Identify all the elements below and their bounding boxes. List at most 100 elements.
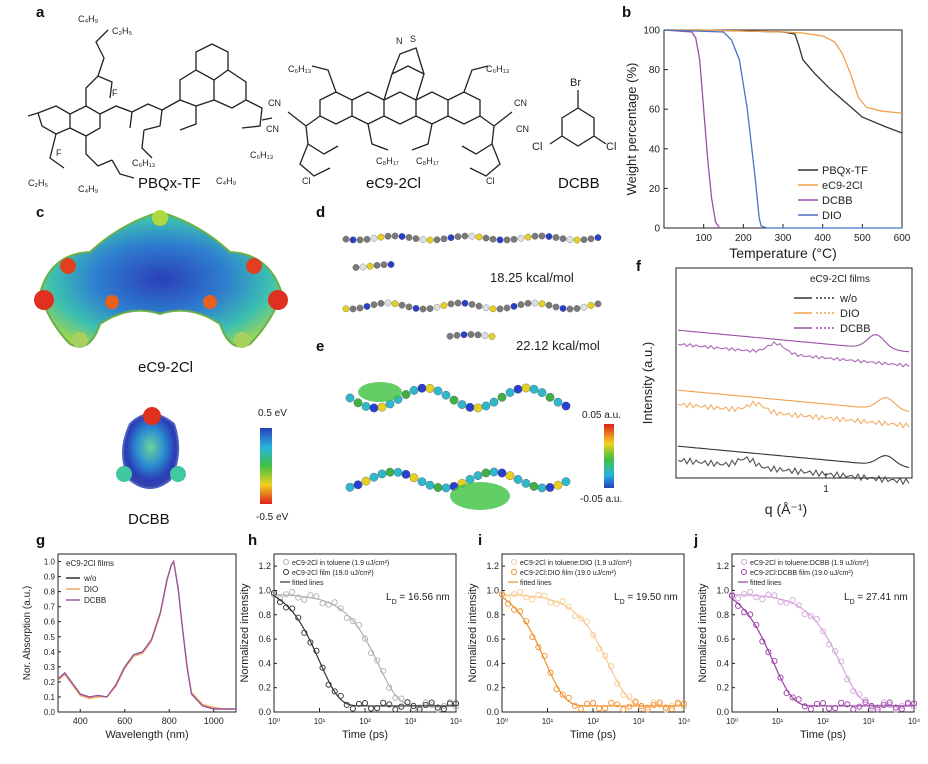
atom bbox=[496, 236, 504, 244]
atom bbox=[460, 331, 468, 339]
y-axis-label: Intensity (a.u.) bbox=[640, 342, 655, 424]
a-cl-2: Cl bbox=[486, 176, 495, 186]
y-tick-label: 1.2 bbox=[716, 561, 729, 571]
a-c8h17-1: C₈H₁₇ bbox=[376, 156, 399, 166]
data-point bbox=[789, 596, 796, 604]
atom bbox=[377, 233, 385, 241]
atom bbox=[465, 403, 475, 412]
atom bbox=[580, 303, 588, 311]
atom bbox=[342, 235, 350, 243]
atom bbox=[385, 467, 395, 477]
atom bbox=[377, 469, 387, 479]
atom bbox=[361, 402, 371, 411]
y-tick-label: 0.0 bbox=[44, 708, 56, 717]
d-energy-1: 18.25 kcal/mol bbox=[490, 270, 574, 285]
data-point bbox=[632, 699, 639, 706]
data-point bbox=[307, 639, 314, 646]
atom bbox=[363, 303, 371, 310]
atom bbox=[426, 305, 434, 312]
a-cl-1: Cl bbox=[302, 176, 311, 186]
x-tick-label: 600 bbox=[894, 233, 911, 244]
series-line-dcbb bbox=[663, 29, 721, 229]
data-point bbox=[361, 700, 369, 707]
data-point bbox=[614, 701, 621, 708]
data-point bbox=[874, 704, 881, 711]
a-c6h13-2: C₆H₁₃ bbox=[250, 150, 274, 160]
x-tick-label: 500 bbox=[854, 233, 871, 244]
atom bbox=[482, 234, 490, 242]
legend-marker bbox=[741, 569, 747, 575]
x-tick-label: 10⁰ bbox=[496, 717, 508, 726]
data-point bbox=[813, 700, 820, 707]
fitted-line bbox=[273, 595, 456, 707]
c-colorbar bbox=[260, 428, 272, 504]
data-point bbox=[404, 699, 411, 706]
data-point bbox=[270, 589, 278, 596]
legend-marker bbox=[283, 559, 289, 565]
data-point bbox=[517, 588, 524, 595]
atom bbox=[391, 300, 399, 308]
panel-c-esp: eC9-2Cl DCBB 0.5 eV -0.5 eV bbox=[34, 210, 289, 528]
y-tick-label: 0.2 bbox=[486, 683, 499, 693]
atom bbox=[425, 480, 435, 490]
data-point bbox=[428, 702, 435, 709]
chart-f-giwaxs: 1 q (Å⁻¹) Intensity (a.u.) eC9-2Cl films w/o… bbox=[640, 267, 913, 517]
fitted-line bbox=[731, 598, 914, 707]
atom bbox=[468, 232, 476, 240]
data-point bbox=[398, 703, 405, 710]
y-tick-label: 1.0 bbox=[258, 585, 271, 595]
data-point bbox=[565, 694, 572, 701]
a-s-1: S bbox=[410, 34, 416, 44]
ld-subscript: D bbox=[850, 599, 855, 606]
data-point bbox=[559, 691, 566, 698]
atom bbox=[454, 233, 462, 240]
data-point bbox=[295, 594, 302, 601]
atom bbox=[356, 304, 364, 312]
atom bbox=[384, 299, 392, 307]
atom bbox=[345, 393, 355, 403]
legend-label: DIO bbox=[840, 308, 860, 320]
x-tick-label: 10³ bbox=[405, 717, 417, 726]
atom bbox=[380, 261, 388, 269]
e-colorbar bbox=[604, 424, 614, 488]
a-c6h13-e1: C₆H₁₃ bbox=[288, 64, 312, 74]
atom bbox=[531, 299, 539, 307]
atom bbox=[370, 234, 378, 242]
data-point bbox=[807, 613, 814, 620]
ld-value: = 19.50 nm bbox=[625, 592, 678, 603]
y-tick-label: 0.6 bbox=[486, 634, 499, 644]
data-point bbox=[428, 699, 435, 706]
fitted-line bbox=[273, 594, 456, 707]
atom bbox=[359, 263, 367, 271]
y-tick-label: 0.8 bbox=[44, 588, 56, 597]
data-point bbox=[620, 706, 627, 713]
data-point bbox=[289, 589, 296, 596]
data-point bbox=[589, 700, 597, 707]
atom bbox=[447, 300, 455, 308]
x-axis-label: Time (ps) bbox=[800, 729, 846, 741]
panel-label-i: i bbox=[478, 532, 483, 549]
data-point bbox=[832, 648, 839, 655]
orbital-lobe bbox=[450, 482, 510, 510]
ld-annotation: LD = 27.41 nm bbox=[844, 592, 908, 606]
series-line-dcbb bbox=[57, 560, 236, 710]
a-cl-3: Cl bbox=[532, 141, 542, 153]
data-point bbox=[571, 702, 578, 709]
chart-g-absorption: 400 600 800 1000 0.0 0.1 0.2 0.3 0.4 0.5 0.6 0.7 0.8… bbox=[22, 553, 237, 741]
atom bbox=[353, 398, 363, 408]
atom bbox=[521, 479, 531, 488]
legend-label: w/o bbox=[83, 574, 97, 583]
data-point bbox=[662, 704, 669, 711]
data-point bbox=[349, 618, 356, 625]
data-point bbox=[559, 598, 566, 605]
atom bbox=[384, 232, 392, 240]
legend-label: eC9-2Cl in toluene (1.9 uJ/cm²) bbox=[292, 560, 389, 567]
panel-label-a: a bbox=[36, 4, 45, 21]
atom bbox=[433, 483, 443, 492]
x-tick-label: 10⁴ bbox=[450, 717, 463, 726]
data-point bbox=[777, 674, 784, 681]
data-point bbox=[874, 706, 881, 713]
series-line-dcbb-ip bbox=[677, 329, 910, 353]
x-tick-label: 10² bbox=[817, 717, 829, 726]
orbital-lobe bbox=[358, 382, 402, 402]
